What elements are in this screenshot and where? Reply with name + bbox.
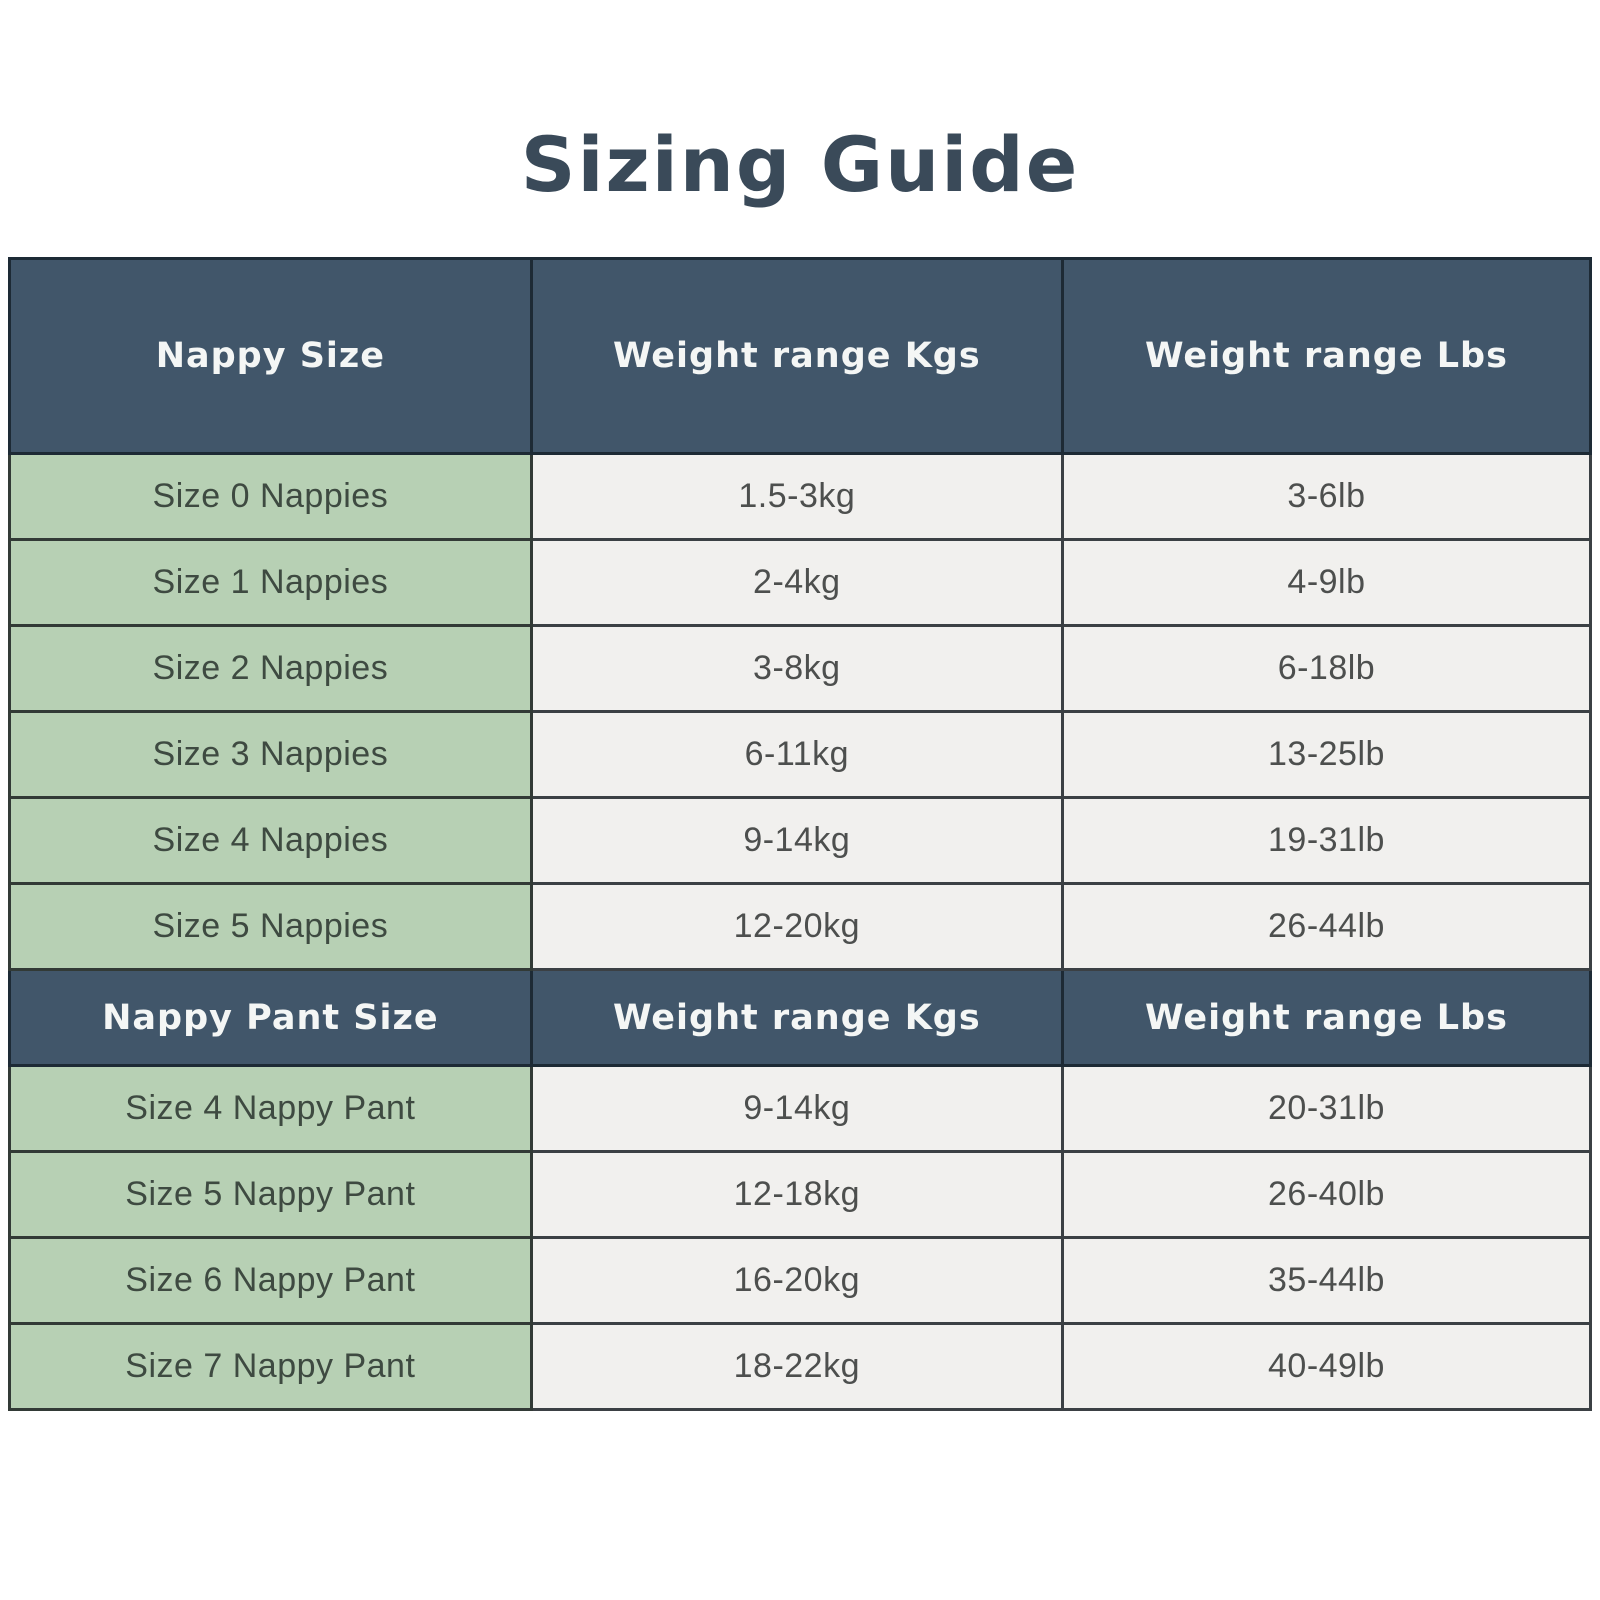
table-row: Size 2 Nappies 3-8kg 6-18lb: [8, 624, 1593, 713]
header-weight-kgs: Weight range Kgs: [529, 968, 1064, 1067]
cell-nappy-size: Size 5 Nappy Pant: [8, 1150, 533, 1239]
cell-weight-kg: 12-18kg: [529, 1150, 1064, 1239]
table-row: Size 0 Nappies 1.5-3kg 3-6lb: [8, 452, 1593, 541]
header-weight-lbs: Weight range Lbs: [1060, 968, 1593, 1067]
header-nappy-size: Nappy Size: [8, 257, 533, 455]
cell-nappy-size: Size 6 Nappy Pant: [8, 1236, 533, 1325]
cell-weight-lb: 13-25lb: [1060, 710, 1593, 799]
cell-weight-kg: 12-20kg: [529, 882, 1064, 971]
cell-nappy-size: Size 4 Nappy Pant: [8, 1064, 533, 1153]
cell-weight-kg: 3-8kg: [529, 624, 1064, 713]
cell-weight-kg: 2-4kg: [529, 538, 1064, 627]
table-row: Size 6 Nappy Pant 16-20kg 35-44lb: [8, 1236, 1593, 1325]
header-nappy-pant-size: Nappy Pant Size: [8, 968, 533, 1067]
header-weight-kgs: Weight range Kgs: [529, 257, 1064, 455]
cell-weight-lb: 26-44lb: [1060, 882, 1593, 971]
table-row: Size 4 Nappy Pant 9-14kg 20-31lb: [8, 1064, 1593, 1153]
cell-weight-lb: 4-9lb: [1060, 538, 1593, 627]
cell-weight-kg: 18-22kg: [529, 1322, 1064, 1411]
cell-nappy-size: Size 4 Nappies: [8, 796, 533, 885]
table-row: Size 5 Nappies 12-20kg 26-44lb: [8, 882, 1593, 971]
cell-nappy-size: Size 7 Nappy Pant: [8, 1322, 533, 1411]
cell-weight-lb: 20-31lb: [1060, 1064, 1593, 1153]
table-row: Size 3 Nappies 6-11kg 13-25lb: [8, 710, 1593, 799]
cell-weight-lb: 35-44lb: [1060, 1236, 1593, 1325]
cell-nappy-size: Size 0 Nappies: [8, 452, 533, 541]
nappy-header-row: Nappy Size Weight range Kgs Weight range…: [8, 257, 1593, 455]
cell-weight-lb: 3-6lb: [1060, 452, 1593, 541]
cell-weight-kg: 1.5-3kg: [529, 452, 1064, 541]
table-row: Size 5 Nappy Pant 12-18kg 26-40lb: [8, 1150, 1593, 1239]
cell-weight-lb: 6-18lb: [1060, 624, 1593, 713]
page-title: Sizing Guide: [520, 120, 1080, 209]
cell-weight-kg: 16-20kg: [529, 1236, 1064, 1325]
table-row: Size 1 Nappies 2-4kg 4-9lb: [8, 538, 1593, 627]
nappy-pant-header-row: Nappy Pant Size Weight range Kgs Weight …: [8, 968, 1593, 1067]
cell-weight-kg: 9-14kg: [529, 796, 1064, 885]
cell-nappy-size: Size 5 Nappies: [8, 882, 533, 971]
header-weight-lbs: Weight range Lbs: [1060, 257, 1593, 455]
cell-weight-lb: 19-31lb: [1060, 796, 1593, 885]
cell-nappy-size: Size 2 Nappies: [8, 624, 533, 713]
table-row: Size 7 Nappy Pant 18-22kg 40-49lb: [8, 1322, 1593, 1411]
sizing-table: Nappy Size Weight range Kgs Weight range…: [8, 257, 1593, 1411]
cell-nappy-size: Size 3 Nappies: [8, 710, 533, 799]
cell-weight-kg: 6-11kg: [529, 710, 1064, 799]
cell-weight-lb: 40-49lb: [1060, 1322, 1593, 1411]
cell-weight-kg: 9-14kg: [529, 1064, 1064, 1153]
cell-weight-lb: 26-40lb: [1060, 1150, 1593, 1239]
table-row: Size 4 Nappies 9-14kg 19-31lb: [8, 796, 1593, 885]
cell-nappy-size: Size 1 Nappies: [8, 538, 533, 627]
